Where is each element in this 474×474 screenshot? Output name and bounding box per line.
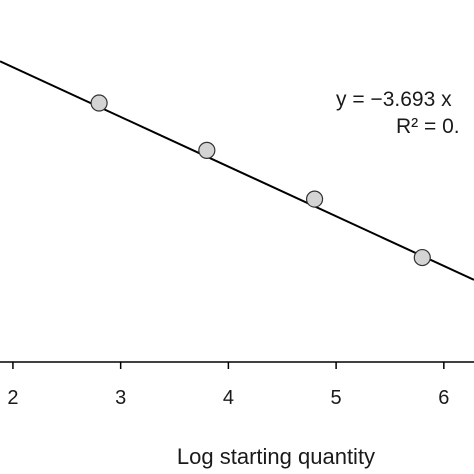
x-tick-label: 2 xyxy=(7,387,18,409)
regression-line-group xyxy=(0,60,474,281)
x-tick-label: 3 xyxy=(115,387,126,409)
x-axis-title: Log starting quantity xyxy=(177,444,375,469)
data-points xyxy=(90,94,431,267)
x-ticks: 2 3 4 5 6 xyxy=(7,362,449,409)
data-point xyxy=(90,94,108,112)
regression-line xyxy=(0,60,474,281)
fit-r-squared: R² = 0. xyxy=(396,115,460,138)
x-tick-label: 6 xyxy=(438,387,449,409)
fit-equation: y = −3.693 x xyxy=(336,88,452,111)
data-point xyxy=(305,190,324,208)
x-tick-label: 4 xyxy=(223,387,234,409)
data-point xyxy=(413,248,431,267)
x-tick-label: 5 xyxy=(331,387,342,409)
data-point xyxy=(198,141,216,159)
